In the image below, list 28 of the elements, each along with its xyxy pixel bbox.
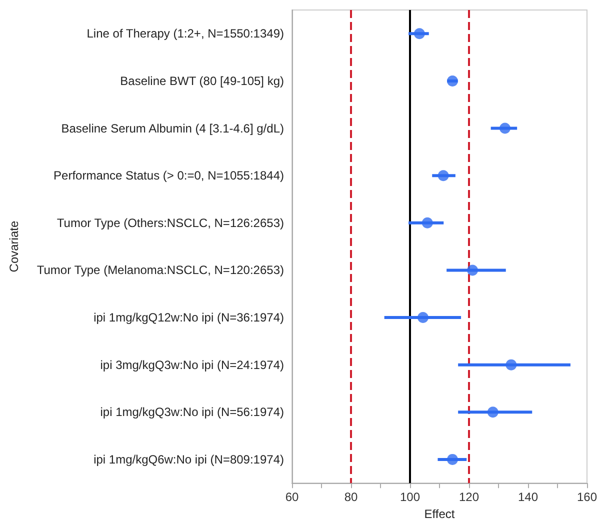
point [487, 406, 498, 418]
x-tick-label: 120 [458, 490, 480, 504]
point [499, 122, 510, 134]
y-tick-label: ipi 1mg/kgQ3w:No ipi (N=56:1974) [100, 405, 284, 420]
x-axis-title: Effect [424, 507, 456, 521]
point [446, 75, 458, 86]
point [446, 454, 458, 465]
point [506, 359, 517, 370]
y-tick-label: ipi 1mg/kgQ6w:No ipi (N=809:1974) [94, 452, 284, 466]
y-tick-label: ipi 3mg/kgQ3w:No ipi (N=24:1974) [100, 358, 284, 372]
point [414, 28, 425, 40]
y-tick-label: Performance Status (> 0:=0, N=1055:1844) [54, 168, 284, 183]
x-tick-label: 60 [285, 490, 299, 504]
y-tick-label: Baseline BWT (80 [49-105] kg) [120, 74, 284, 88]
x-tick-label: 80 [344, 490, 358, 504]
y-tick-label: Line of Therapy (1:2+, N=1550:1349) [86, 26, 284, 41]
y-axis-title: Covariate [7, 220, 21, 272]
y-tick-label: Baseline Serum Albumin (4 [3.1-4.6] g/dL) [61, 121, 284, 136]
x-tick-label: 160 [576, 490, 598, 504]
y-tick-label: Tumor Type (Melanoma:NSCLC, N=120:2653) [36, 263, 284, 278]
x-tick-label: 140 [518, 490, 538, 504]
x-tick-label: 100 [400, 490, 420, 504]
y-tick-label: ipi 1mg/kgQ12w:No ipi (N=36:1974) [94, 310, 284, 325]
point [438, 170, 449, 182]
point [422, 217, 433, 228]
y-tick-label: Tumor Type (Others:NSCLC, N=126:2653) [56, 216, 284, 230]
point [417, 312, 428, 324]
point [467, 264, 478, 276]
